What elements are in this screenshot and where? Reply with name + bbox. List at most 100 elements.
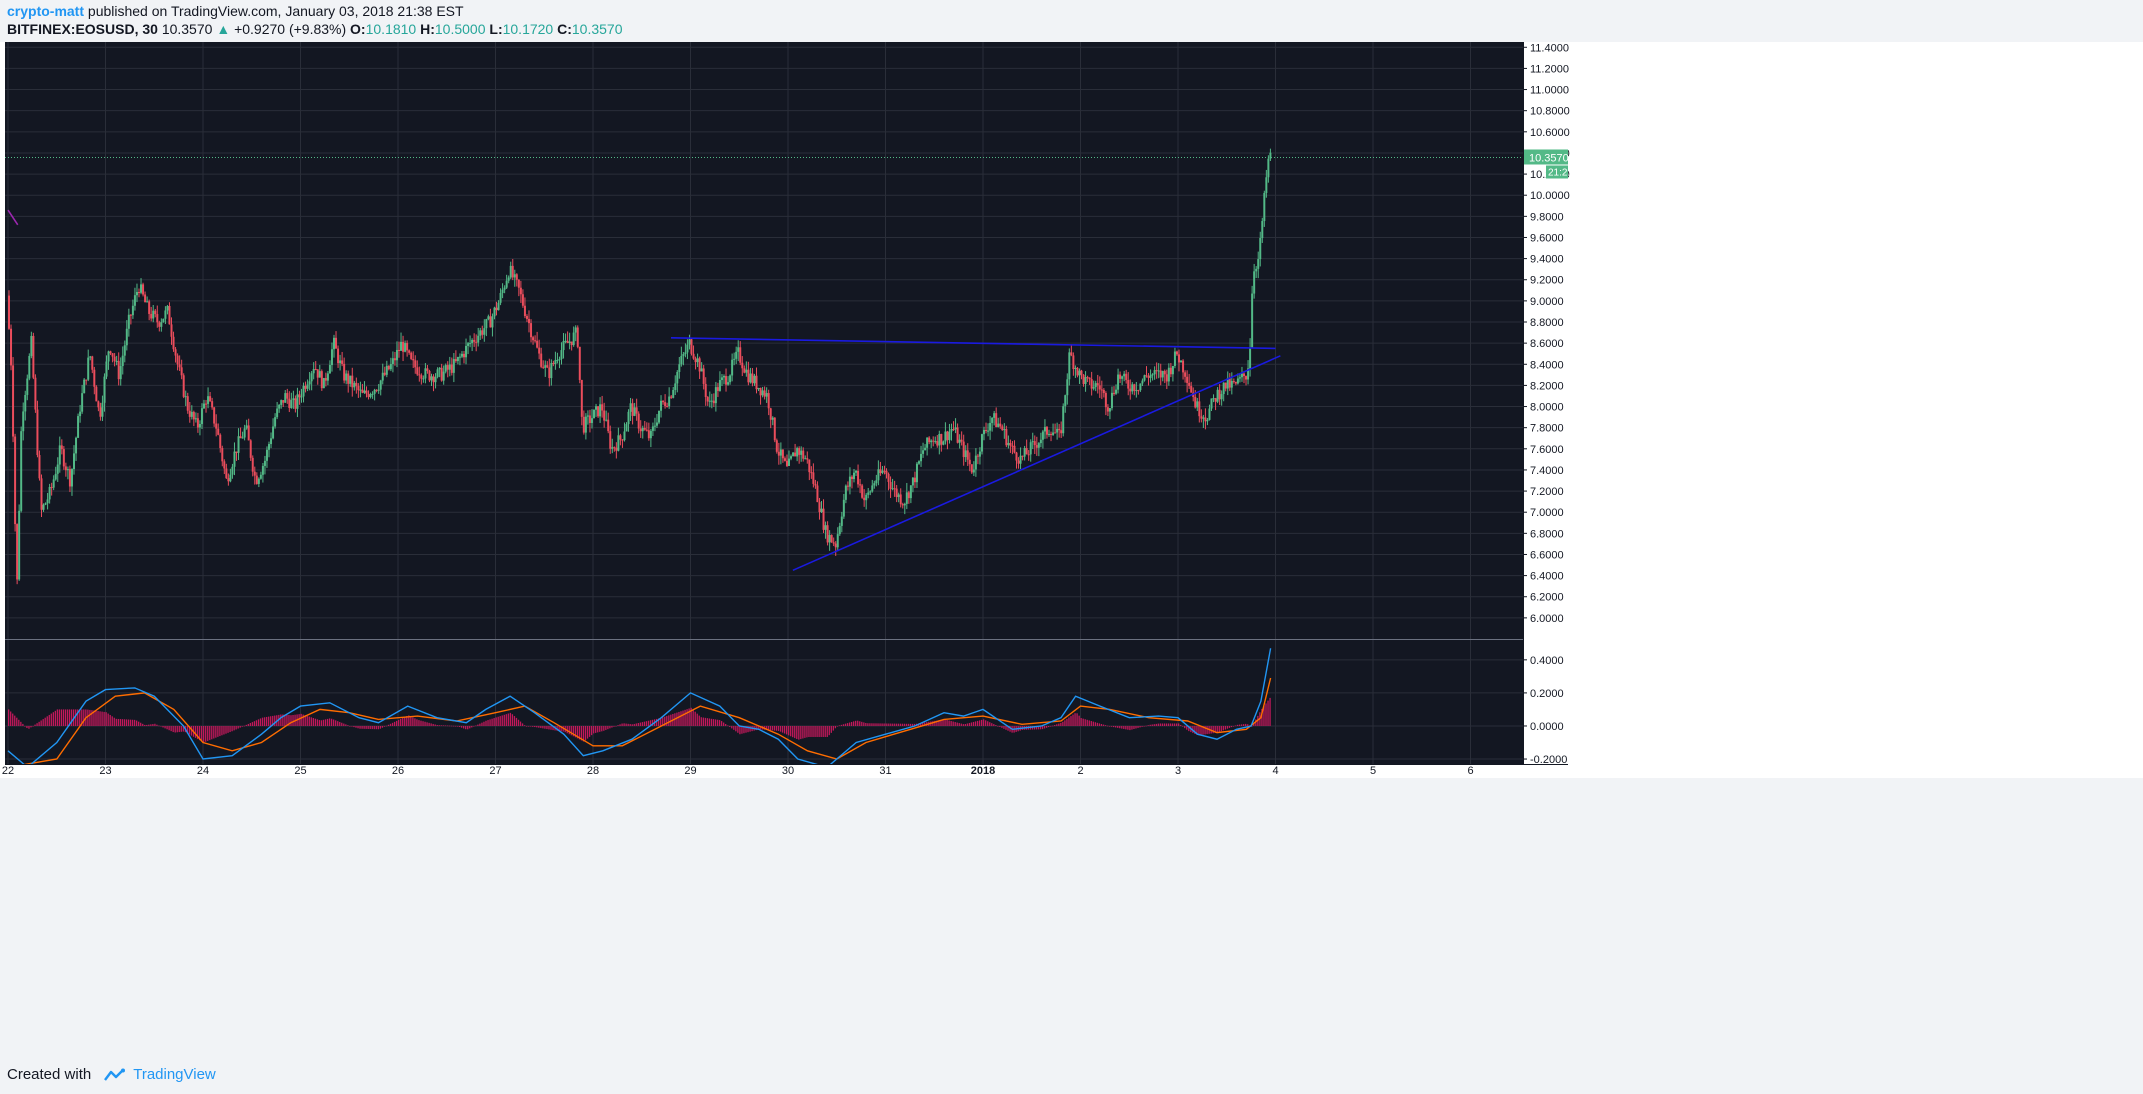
macd-histogram-bar <box>337 721 339 726</box>
candle-down <box>188 410 191 417</box>
candle-up <box>700 368 703 372</box>
candle-up <box>456 356 459 362</box>
macd-histogram-bar <box>221 725 223 736</box>
macd-histogram-bar <box>341 722 343 726</box>
candle-down <box>97 401 100 408</box>
macd-histogram-bar <box>891 723 893 726</box>
macd-histogram-bar <box>1001 725 1003 728</box>
macd-histogram-bar <box>885 723 887 726</box>
candle-down <box>530 323 533 338</box>
macd-histogram-bar <box>79 709 81 726</box>
candle-up <box>308 381 311 385</box>
candle-down <box>517 279 520 288</box>
candle-down <box>846 485 849 487</box>
candle-up <box>245 425 248 429</box>
macd-histogram-bar <box>720 721 723 726</box>
candle-down <box>785 460 788 466</box>
candle-down <box>235 451 238 453</box>
macd-histogram-bar <box>450 725 453 727</box>
price-tick-label: 6.2000 <box>1530 592 1564 604</box>
candle-up <box>503 287 506 290</box>
candle-down <box>361 389 364 393</box>
candle-up <box>1220 394 1223 400</box>
candle-up <box>599 404 602 417</box>
candle-down <box>473 339 476 342</box>
macd-histogram-bar <box>1240 724 1243 726</box>
candle-up <box>58 445 61 465</box>
candle-down <box>1182 360 1185 373</box>
macd-histogram-bar <box>495 717 497 726</box>
macd-histogram-bar <box>194 725 197 738</box>
macd-histogram-bar <box>410 716 412 726</box>
candle-down <box>1178 354 1180 363</box>
macd-histogram-bar <box>229 725 231 733</box>
candle-up <box>867 492 870 495</box>
candle-down <box>426 368 429 371</box>
candle-down <box>111 353 114 357</box>
macd-histogram-bar <box>1131 725 1133 730</box>
candle-down <box>1011 445 1014 447</box>
candle-up <box>574 327 577 333</box>
macd-histogram-bar <box>1106 725 1109 727</box>
candle-up <box>983 430 985 435</box>
candle-up <box>1253 271 1256 294</box>
macd-histogram-bar <box>1149 724 1151 726</box>
candle-down <box>138 292 140 294</box>
candle-down <box>221 448 224 462</box>
macd-histogram-bar <box>1188 725 1190 732</box>
candle-down <box>519 287 522 295</box>
macd-histogram-bar <box>339 721 341 726</box>
candle-up <box>241 437 244 439</box>
macd-histogram-bar <box>700 717 702 726</box>
macd-histogram-bar <box>467 725 469 730</box>
candle-up <box>924 447 927 451</box>
candle-up <box>26 378 29 395</box>
macd-histogram-bar <box>804 725 806 738</box>
price-tick-label: 6.8000 <box>1530 528 1564 540</box>
macd-histogram-bar <box>119 719 122 726</box>
macd-histogram-bar <box>1088 720 1090 726</box>
candle-up <box>263 460 266 466</box>
macd-histogram-bar <box>521 723 524 726</box>
candle-down <box>142 284 145 295</box>
macd-histogram-bar <box>670 714 672 726</box>
candle-up <box>708 400 711 402</box>
candle-down <box>418 374 421 376</box>
candle-up <box>70 469 73 487</box>
candle-up <box>42 504 45 510</box>
tradingview-link[interactable]: TradingView <box>133 1066 216 1083</box>
macd-histogram-bar <box>1253 722 1255 726</box>
macd-histogram-bar <box>538 725 540 728</box>
candle-up <box>586 415 589 417</box>
candle-up <box>284 393 287 403</box>
macd-histogram-bar <box>725 723 727 726</box>
macd-histogram-bar <box>188 725 191 735</box>
candle-up <box>804 458 807 460</box>
macd-histogram-bar <box>213 725 215 739</box>
macd-histogram-bar <box>1151 724 1153 726</box>
macd-histogram-bar <box>1066 718 1068 726</box>
author-link[interactable]: crypto-matt <box>7 3 85 19</box>
candle-up <box>471 339 474 344</box>
price-chart[interactable]: 22 23 24 25 26 27 28 29 30 31 2018 2 3 4 5 611.400011.2… <box>0 42 2143 1060</box>
candle-up <box>1259 238 1262 260</box>
macd-histogram-bar <box>40 720 42 726</box>
macd-histogram-bar <box>345 724 347 726</box>
candle-down <box>889 481 892 489</box>
macd-histogram-bar <box>499 716 501 726</box>
candle-up <box>497 302 500 311</box>
macd-histogram-bar <box>846 723 849 726</box>
candle-down <box>985 430 988 432</box>
macd-histogram-bar <box>698 715 700 726</box>
macd-histogram-bar <box>170 725 172 732</box>
macd-histogram-bar <box>958 723 960 726</box>
macd-histogram-bar <box>113 717 115 726</box>
candle-up <box>312 369 315 374</box>
candle-down <box>781 449 784 459</box>
candle-down <box>859 484 862 486</box>
candle-up <box>568 341 571 344</box>
macd-histogram-bar <box>1102 724 1105 726</box>
macd-histogram-bar <box>1247 724 1249 726</box>
candle-down <box>936 441 939 446</box>
candle-up <box>1064 395 1067 407</box>
